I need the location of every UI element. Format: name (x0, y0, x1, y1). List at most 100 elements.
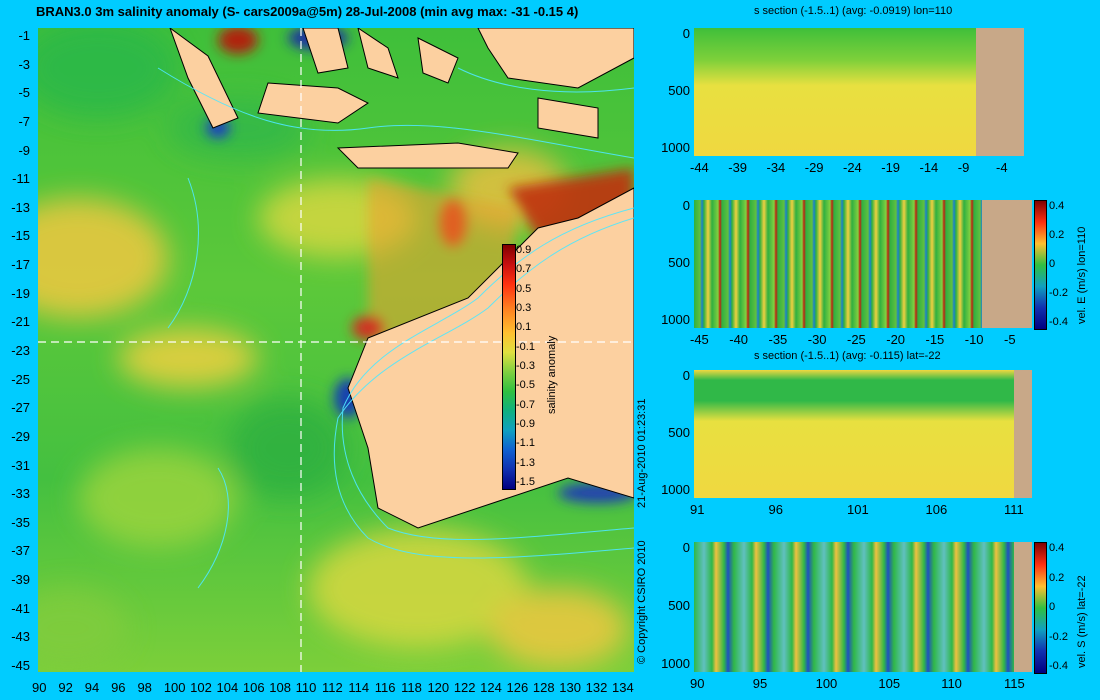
velocity-colorbar-tick: -0.2 (1049, 630, 1068, 643)
panel-x-tick: 96 (768, 502, 783, 517)
map-x-tick: 94 (84, 680, 100, 695)
salinity-colorbar-ticks: 0.9 0.7 0.5 0.3 0.1 -0.1 -0.3 -0.5 -0.7 -0.9 -1.1 -… (516, 244, 556, 488)
map-y-tick: -29 (11, 428, 30, 444)
map-y-tick: -3 (18, 56, 30, 72)
section-panel-plot[interactable] (694, 542, 1032, 672)
map-y-tick: -39 (11, 572, 30, 588)
map-x-tick: 122 (453, 680, 476, 695)
map-y-tick: -17 (11, 257, 30, 273)
panel-x-tick: -35 (768, 332, 788, 347)
panel-y-tick: 1000 (661, 656, 690, 671)
colorbar-tick: 0.1 (516, 321, 532, 334)
main-map-y-axis: -1 -3 -5 -7 -9 -11 -13 -15 -17 -19 -21 -23 -25 -27 -29… (0, 28, 36, 673)
section-panel-plot[interactable] (694, 200, 1032, 328)
main-map-x-axis: 90 92 94 96 98 100 102 104 106 108 110 112 114 116 118… (32, 680, 634, 698)
panel-x-tick: -20 (886, 332, 906, 347)
panel-y-tick: 500 (668, 83, 690, 98)
colorbar-tick: -0.7 (516, 398, 535, 411)
map-x-tick: 96 (111, 680, 126, 695)
map-y-tick: -13 (11, 199, 30, 215)
panel-x-tick: 100 (815, 676, 838, 691)
colorbar-tick: 0.5 (516, 282, 532, 295)
map-y-tick: -21 (11, 314, 30, 330)
map-x-tick: 118 (401, 680, 422, 695)
seafloor-region (982, 200, 1032, 328)
map-x-tick: 104 (216, 680, 239, 695)
salinity-map-graphic (38, 28, 634, 672)
map-y-tick: -43 (11, 629, 30, 645)
panel-y-tick: 0 (682, 540, 690, 555)
colorbar-tick: -1.5 (516, 476, 535, 488)
panel-x-tick: 90 (690, 676, 705, 691)
copyright-text: © Copyright CSIRO 2010 (636, 540, 648, 664)
map-x-tick: 102 (190, 680, 212, 695)
seafloor-region (1014, 542, 1032, 672)
velocity-colorbar (1034, 542, 1047, 674)
map-x-tick: 120 (427, 680, 450, 695)
velocity-colorbar-label: vel. E (m/s) lon=110 (1076, 226, 1088, 324)
colorbar-tick: 0.7 (516, 263, 532, 276)
map-x-tick: 92 (58, 680, 73, 695)
map-x-tick: 110 (295, 680, 317, 695)
panel-y-tick: 500 (668, 598, 690, 613)
panel-x-tick: -5 (1004, 332, 1016, 347)
map-y-tick: -1 (18, 28, 30, 43)
salinity-colorbar-label: salinity anomaly (546, 335, 558, 414)
section-panel-plot[interactable] (694, 370, 1032, 498)
map-y-tick: -23 (11, 343, 30, 358)
panel-x-tick: 115 (1004, 676, 1025, 691)
panel-x-tick: -24 (843, 160, 862, 175)
panel-x-tick: -15 (925, 332, 945, 347)
panel-y-tick: 0 (682, 368, 690, 383)
map-y-tick: -15 (11, 228, 30, 244)
velocity-colorbar-tick: 0.4 (1049, 542, 1065, 554)
panel-y-tick: 0 (682, 26, 690, 41)
map-x-tick: 130 (559, 680, 581, 695)
main-map[interactable] (38, 28, 634, 672)
velocity-colorbar-tick: -0.4 (1049, 660, 1068, 672)
colorbar-tick: -1.3 (516, 456, 535, 469)
panel-y-tick: 1000 (661, 482, 690, 497)
panel-x-tick: 95 (752, 676, 768, 691)
salinity-colorbar (502, 244, 516, 490)
panel-x-tick: -29 (804, 160, 824, 175)
panel-x-tick: 110 (941, 676, 962, 691)
map-x-tick: 114 (348, 680, 370, 695)
colorbar-tick: -1.1 (516, 437, 535, 450)
map-y-tick: -11 (12, 171, 30, 187)
map-y-tick: -7 (18, 113, 30, 129)
section-panel-plot[interactable] (694, 28, 1024, 156)
panel-x-tick: -19 (881, 160, 901, 175)
panel-y-tick: 500 (668, 255, 690, 270)
section-panel-title: s section (-1.5..1) (avg: -0.115) lat=-2… (754, 350, 941, 362)
panel-x-tick: 101 (847, 502, 869, 517)
map-x-tick: 128 (532, 680, 555, 695)
panel-x-tick: -44 (690, 160, 709, 175)
panel-x-tick: -10 (964, 332, 984, 347)
map-x-tick: 124 (480, 680, 502, 695)
colorbar-tick: -0.9 (516, 418, 535, 430)
velocity-colorbar-tick: 0 (1049, 601, 1056, 613)
panel-x-tick: -30 (807, 332, 827, 347)
velocity-colorbar-tick: -0.4 (1049, 316, 1068, 328)
panel-x-tick: -25 (847, 332, 866, 347)
velocity-colorbar-tick: 0 (1049, 258, 1056, 270)
map-x-tick: 100 (163, 680, 186, 695)
map-y-tick: -25 (11, 371, 30, 387)
panel-x-tick: -14 (919, 160, 939, 175)
section-panel-title: s section (-1.5..1) (avg: -0.0919) lon=1… (754, 5, 953, 17)
map-y-tick: -33 (11, 486, 30, 502)
velocity-colorbar-tick: 0.2 (1049, 571, 1065, 584)
panel-x-tick: -9 (957, 160, 970, 175)
velocity-colorbar (1034, 200, 1047, 330)
map-y-tick: -37 (11, 543, 30, 559)
panel-x-tick: 105 (878, 676, 901, 691)
timestamp-text: 21-Aug-2010 01:23:31 (636, 398, 648, 508)
map-x-tick: 98 (137, 680, 152, 695)
map-y-tick: -35 (11, 514, 30, 530)
map-y-tick: -31 (11, 457, 30, 473)
panel-x-tick: -4 (996, 160, 1008, 175)
panel-y-tick: 1000 (661, 312, 690, 327)
map-x-tick: 116 (374, 680, 396, 695)
velocity-colorbar-tick: -0.2 (1049, 287, 1068, 299)
